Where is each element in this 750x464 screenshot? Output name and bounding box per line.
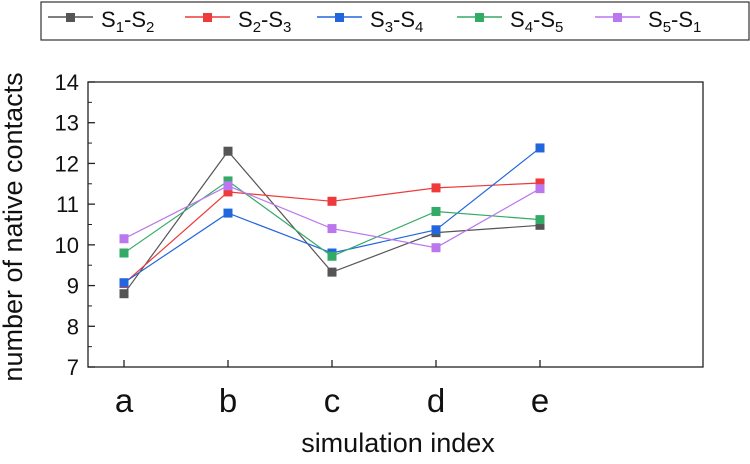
legend-marker — [66, 13, 75, 22]
legend-marker — [203, 13, 212, 22]
data-point — [327, 224, 337, 234]
data-point — [223, 176, 233, 186]
legend-marker — [613, 13, 622, 22]
legend-label: S1-S2 — [101, 7, 154, 36]
data-point — [119, 289, 129, 299]
legend-marker — [475, 13, 484, 22]
data-point — [431, 243, 441, 253]
legend-box — [40, 1, 750, 41]
series-line — [123, 147, 541, 284]
data-point — [327, 251, 337, 261]
data-point — [223, 146, 233, 156]
data-point — [223, 187, 233, 197]
legend-label: S3-S4 — [370, 7, 423, 36]
data-point — [119, 248, 129, 258]
x-tick-label: a — [115, 382, 134, 419]
data-point — [327, 267, 337, 277]
axes: 7 8 9 10 11 12 13 14 a b c d e — [55, 70, 704, 419]
legend: S1-S2 S2-S3 S3-S4 S4-S5 S5-S1 — [40, 1, 750, 41]
data-point — [431, 225, 441, 235]
series-group — [119, 143, 545, 299]
data-point — [431, 206, 441, 216]
x-tick-label: d — [427, 382, 445, 419]
y-axis-label: number of native contacts — [0, 72, 28, 381]
legend-label: S2-S3 — [238, 7, 291, 36]
y-tick-label: 9 — [67, 274, 79, 299]
x-tick-label: c — [324, 382, 341, 419]
x-tick-label: e — [531, 382, 549, 419]
data-point — [535, 178, 545, 188]
data-point — [223, 181, 233, 191]
y-tick-label: 7 — [67, 355, 79, 380]
data-point — [535, 215, 545, 225]
data-point — [535, 220, 545, 230]
y-tick-label: 10 — [55, 233, 79, 258]
x-tick-label: b — [219, 382, 237, 419]
legend-label: S5-S1 — [648, 7, 701, 36]
data-point — [223, 208, 233, 218]
y-tick-label: 8 — [67, 314, 79, 339]
y-tick-label: 12 — [55, 151, 79, 176]
series-line — [123, 180, 541, 257]
data-point — [119, 234, 129, 244]
legend-label: S4-S5 — [510, 7, 563, 36]
legend-marker — [335, 13, 344, 22]
data-point — [535, 143, 545, 153]
data-point — [431, 183, 441, 193]
data-point — [327, 196, 337, 206]
y-tick-label: 13 — [55, 111, 79, 136]
plot-frame — [87, 81, 704, 368]
data-point — [535, 184, 545, 194]
y-tick-label: 11 — [56, 192, 79, 217]
data-point — [119, 278, 129, 288]
series-S5-S1 — [119, 181, 545, 253]
x-axis-label: simulation index — [301, 428, 495, 458]
series-S4-S5 — [119, 176, 545, 261]
series-line — [123, 185, 541, 249]
y-tick-label: 14 — [55, 70, 79, 95]
